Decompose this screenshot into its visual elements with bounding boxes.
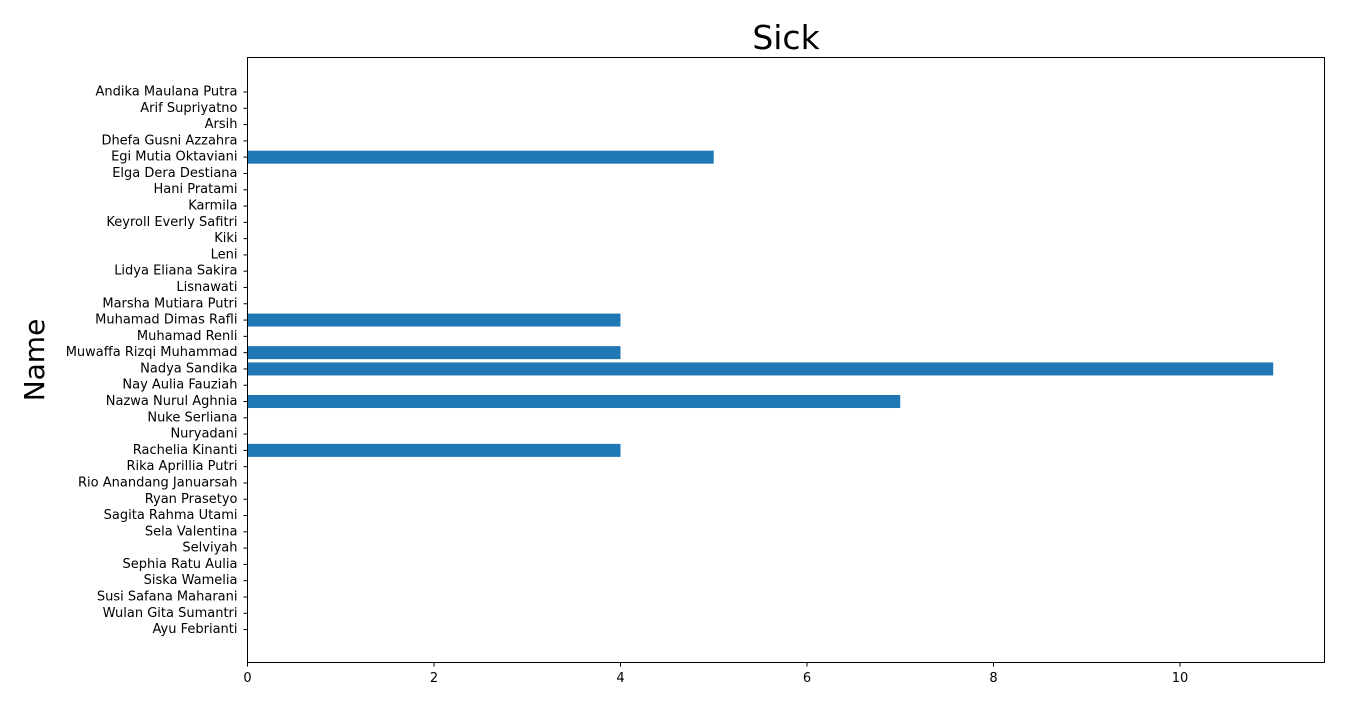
y-tick-label: Egi Mutia Oktaviani (111, 150, 237, 165)
y-tick-label: Sephia Ratu Aulia (123, 557, 238, 572)
bar-muhamad-dimas-rafli (247, 313, 621, 327)
bar-egi-mutia-oktaviani (247, 150, 714, 164)
y-tick-label: Kiki (214, 231, 237, 246)
y-tick-label: Marsha Mutiara Putri (102, 296, 237, 311)
x-tick-label: 4 (616, 671, 624, 686)
y-tick-label: Nuke Serliana (147, 410, 237, 425)
y-tick-label: Rio Anandang Januarsah (78, 475, 237, 490)
chart-title: Sick (752, 18, 820, 57)
bar-nazwa-nurul-aghnia (247, 395, 901, 409)
bars-group (247, 150, 1274, 457)
y-tick-label: Ayu Febrianti (153, 622, 238, 637)
x-tick-label: 2 (430, 671, 438, 686)
y-tick-label: Nazwa Nurul Aghnia (106, 394, 238, 409)
y-tick-label: Keyroll Everly Safitri (106, 215, 237, 230)
y-tick-label: Selviyah (182, 541, 237, 556)
y-tick-label: Lisnawati (176, 280, 237, 295)
plot-area-frame (247, 57, 1325, 663)
y-tick-label: Leni (211, 247, 238, 262)
y-tick-label: Andika Maulana Putra (96, 85, 238, 100)
x-tick-label: 6 (803, 671, 811, 686)
y-tick-label: Muhamad Dimas Rafli (95, 313, 237, 328)
y-tick-label: Hani Pratami (154, 182, 238, 197)
y-axis-label: Name (18, 319, 51, 402)
y-tick-label: Dhefa Gusni Azzahra (101, 133, 237, 148)
y-tick-label: Sagita Rahma Utami (104, 508, 238, 523)
y-tick-label: Muwaffa Rizqi Muhammad (66, 345, 238, 360)
y-tick-label: Siska Wamelia (144, 573, 238, 588)
y-tick-label: Ryan Prasetyo (145, 492, 238, 507)
x-axis: 0 2 4 6 8 10 (243, 662, 1189, 686)
y-tick-label: Wulan Gita Sumantri (103, 606, 238, 621)
x-tick-label: 0 (243, 671, 251, 686)
x-tick-label: 10 (1172, 671, 1189, 686)
y-tick-label: Arsih (205, 117, 238, 132)
y-tick-label: Nay Aulia Fauziah (122, 378, 237, 393)
bar-nadya-sandika (247, 362, 1274, 376)
y-tick-label: Nuryadani (170, 427, 237, 442)
bar-rachelia-kinanti (247, 443, 621, 457)
y-tick-label: Elga Dera Destiana (112, 166, 237, 181)
x-tick-label: 8 (989, 671, 997, 686)
y-tick-label: Arif Supriyatno (140, 101, 237, 116)
y-tick-label: Muhamad Renli (137, 329, 238, 344)
y-tick-label: Sela Valentina (145, 524, 238, 539)
y-tick-label: Nadya Sandika (140, 361, 237, 376)
bar-muwaffa-rizqi-muhammad (247, 346, 621, 360)
y-tick-label: Karmila (188, 199, 237, 214)
y-tick-label: Rika Aprillia Putri (127, 459, 238, 474)
y-tick-label: Susi Safana Maharani (97, 589, 238, 604)
y-tick-label: Lidya Eliana Sakira (114, 264, 237, 279)
y-tick-label: Rachelia Kinanti (133, 443, 238, 458)
